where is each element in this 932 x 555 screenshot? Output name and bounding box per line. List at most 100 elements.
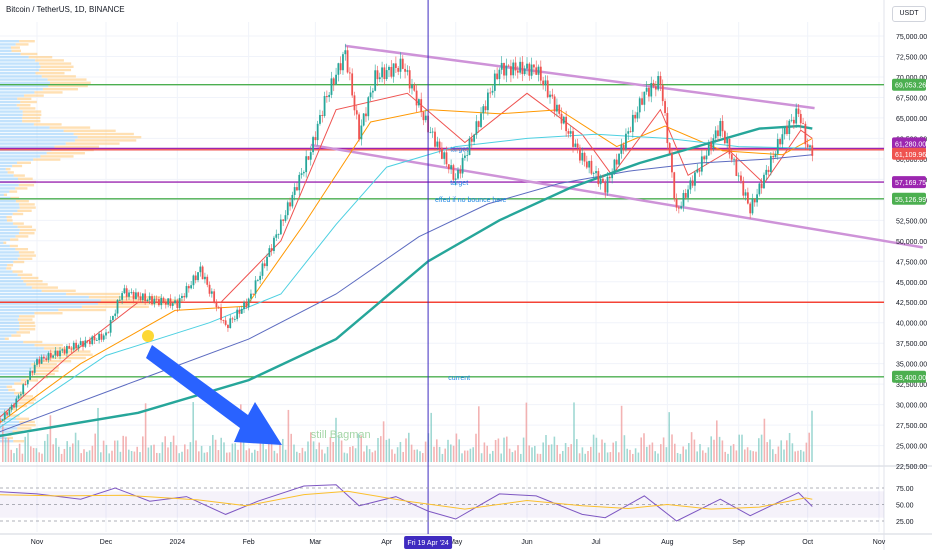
volume-bar: [66, 441, 68, 462]
volume-profile-bar: [0, 184, 19, 187]
volume-bar: [598, 452, 600, 462]
volume-bar: [802, 451, 805, 462]
volume-profile-bar: [0, 120, 23, 123]
candle-body: [197, 272, 199, 281]
candle-body: [190, 285, 193, 289]
candle-body: [371, 90, 374, 93]
volume-profile-bar: [0, 100, 21, 104]
volume-profile-bar: [58, 308, 107, 312]
volume-bar: [399, 441, 402, 462]
volume-profile-bar: [0, 84, 49, 88]
volume-profile-bar: [0, 62, 40, 65]
volume-bar: [128, 449, 130, 462]
rsi-axis-tick-label: 50.00: [896, 503, 914, 510]
volume-profile-bar: [5, 168, 11, 171]
volume-bar: [44, 440, 46, 462]
volume-bar: [438, 446, 441, 462]
volume-bar: [119, 451, 122, 462]
volume-bar: [410, 444, 413, 462]
volume-bar: [646, 446, 648, 462]
candle-body: [105, 332, 107, 336]
volume-profile-bar: [0, 123, 34, 126]
volume-profile-bar: [10, 238, 19, 241]
candle-body: [250, 293, 252, 299]
volume-profile-bar: [18, 251, 35, 254]
volume-bar: [167, 447, 169, 462]
candle-body: [585, 161, 588, 168]
volume-bar: [307, 441, 309, 462]
volume-bar: [746, 447, 749, 462]
price-axis-tick-label: 35,000.00: [896, 362, 927, 369]
volume-bar: [811, 410, 813, 462]
volume-profile-bar: [34, 344, 63, 347]
price-axis-tick-label: 42,500.00: [896, 300, 927, 307]
price-level-tag-label: 61,280.00: [895, 141, 926, 148]
volume-profile-bar: [41, 75, 76, 78]
volume-bar: [133, 451, 136, 462]
candle-body: [622, 144, 625, 150]
candle-body: [539, 66, 542, 81]
volume-bar: [758, 438, 760, 462]
volume-bar: [584, 453, 586, 462]
candle-body: [735, 158, 738, 176]
volume-bar: [326, 446, 329, 462]
candle-body: [445, 152, 448, 165]
volume-bar: [578, 453, 581, 462]
volume-profile-bar: [0, 56, 29, 59]
volume-bar: [83, 449, 85, 462]
volume-profile-bar: [19, 107, 36, 110]
candle-body: [394, 63, 397, 68]
volume-bar: [88, 450, 91, 462]
candle-body: [737, 175, 740, 177]
volume-bar: [282, 438, 284, 462]
candle-body: [75, 342, 78, 349]
volume-bar: [797, 450, 799, 462]
candle-body: [215, 302, 218, 308]
candle-body: [227, 324, 229, 329]
volume-bar: [312, 441, 315, 462]
volume-profile-bar: [7, 264, 14, 267]
candle-body: [252, 293, 255, 295]
candle-body: [49, 353, 52, 358]
candle-body: [369, 92, 372, 98]
volume-bar: [388, 438, 390, 462]
candle-body: [459, 169, 462, 174]
volume-bar: [685, 449, 687, 462]
volume-bar: [290, 433, 292, 462]
candle-body: [631, 114, 634, 132]
candle-body: [606, 176, 609, 193]
candle-body: [415, 90, 418, 106]
volume-profile-bar: [9, 408, 17, 411]
candle-body: [86, 340, 89, 342]
volume-profile-bar: [47, 78, 87, 81]
currency-unit-button[interactable]: USDT: [892, 6, 926, 22]
candle-body: [66, 346, 68, 354]
volume-profile-bar: [19, 398, 37, 401]
volume-bar: [508, 448, 511, 462]
volume-profile-bar: [100, 299, 184, 302]
volume-bar: [620, 405, 623, 462]
candle-body: [636, 112, 639, 119]
volume-profile-bar: [19, 254, 36, 257]
candle-body: [592, 173, 595, 174]
volume-bar: [102, 440, 105, 462]
candle-body: [769, 156, 772, 173]
volume-profile-bar: [0, 158, 34, 161]
candle-body: [413, 84, 416, 91]
time-axis-tick-label: Jul: [592, 539, 601, 546]
volume-profile-bar: [0, 251, 19, 254]
volume-profile-bar: [11, 334, 21, 337]
time-axis-tick-label: 2024: [170, 539, 186, 546]
candle-body: [804, 123, 807, 145]
time-axis-tick-label: Nov: [873, 539, 886, 546]
volume-profile-bar: [0, 337, 5, 340]
candle-body: [116, 299, 119, 314]
volume-bar: [86, 451, 88, 462]
candle-body: [397, 67, 400, 72]
volume-profile-bar: [13, 440, 25, 443]
volume-bar: [721, 440, 724, 462]
candle-body: [549, 94, 551, 98]
candle-body: [443, 152, 446, 159]
